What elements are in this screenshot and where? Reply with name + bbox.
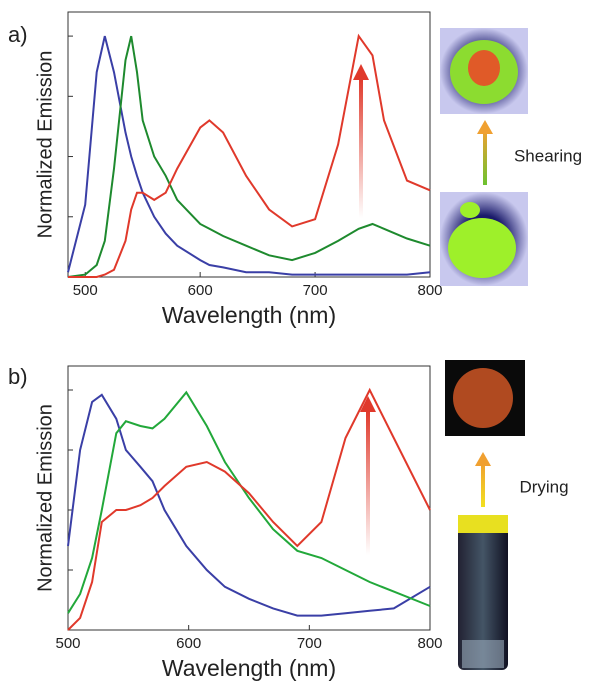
photo-sheared: [440, 28, 528, 114]
y-axis-label: Normalized Emission: [34, 404, 56, 592]
panel-label: b): [8, 364, 28, 389]
photo-vial: [458, 515, 508, 670]
arrow-head: [475, 452, 491, 466]
photo-dried: [445, 360, 525, 436]
x-axis-label: Wavelength (nm): [162, 302, 336, 328]
series-line: [67, 35, 431, 278]
arrow: [359, 78, 363, 218]
arrow-head: [353, 64, 369, 80]
arrow-head: [477, 120, 493, 134]
x-tick-label: 600: [176, 635, 201, 652]
panel-label: a): [8, 22, 28, 47]
y-axis-label: Normalized Emission: [34, 51, 56, 239]
annotation: Drying: [519, 477, 568, 496]
x-tick-label: 600: [188, 282, 213, 299]
photo-pristine: [440, 192, 528, 286]
annotation: Shearing: [514, 146, 582, 165]
x-tick-label: 500: [73, 282, 98, 299]
arrow-head: [360, 396, 376, 412]
x-tick-label: 700: [297, 635, 322, 652]
x-axis-label: Wavelength (nm): [162, 655, 336, 681]
plot-frame: [67, 11, 431, 278]
series-line: [67, 393, 431, 617]
series-line: [67, 390, 431, 614]
x-tick-label: 700: [303, 282, 328, 299]
series-line: [67, 387, 431, 631]
x-tick-label: 500: [55, 635, 80, 652]
arrow: [481, 462, 485, 507]
arrow: [483, 130, 487, 185]
series-line: [68, 33, 431, 278]
arrow: [366, 410, 370, 555]
plot-frame: [67, 365, 431, 631]
charts: 500 600 700 800 Wavelength (nm) Normalized Em…: [8, 11, 582, 681]
x-tick-label: 800: [417, 635, 442, 652]
x-tick-label: 800: [417, 282, 442, 299]
series-line: [67, 35, 431, 276]
